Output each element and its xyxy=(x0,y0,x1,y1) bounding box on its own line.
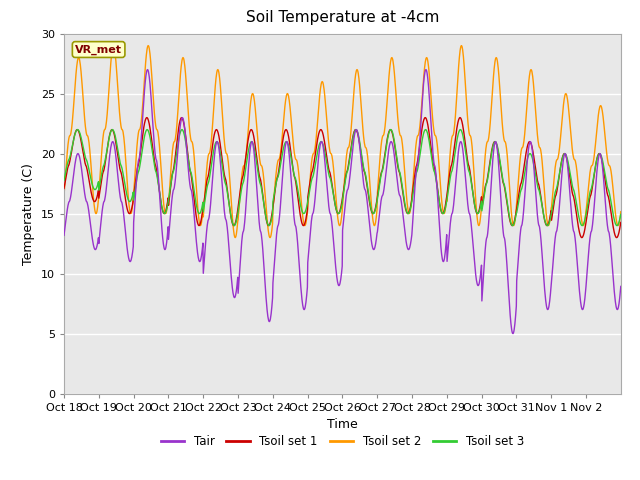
Y-axis label: Temperature (C): Temperature (C) xyxy=(22,163,35,264)
Text: VR_met: VR_met xyxy=(75,44,122,55)
Title: Soil Temperature at -4cm: Soil Temperature at -4cm xyxy=(246,11,439,25)
X-axis label: Time: Time xyxy=(327,418,358,431)
Legend: Tair, Tsoil set 1, Tsoil set 2, Tsoil set 3: Tair, Tsoil set 1, Tsoil set 2, Tsoil se… xyxy=(156,430,529,453)
